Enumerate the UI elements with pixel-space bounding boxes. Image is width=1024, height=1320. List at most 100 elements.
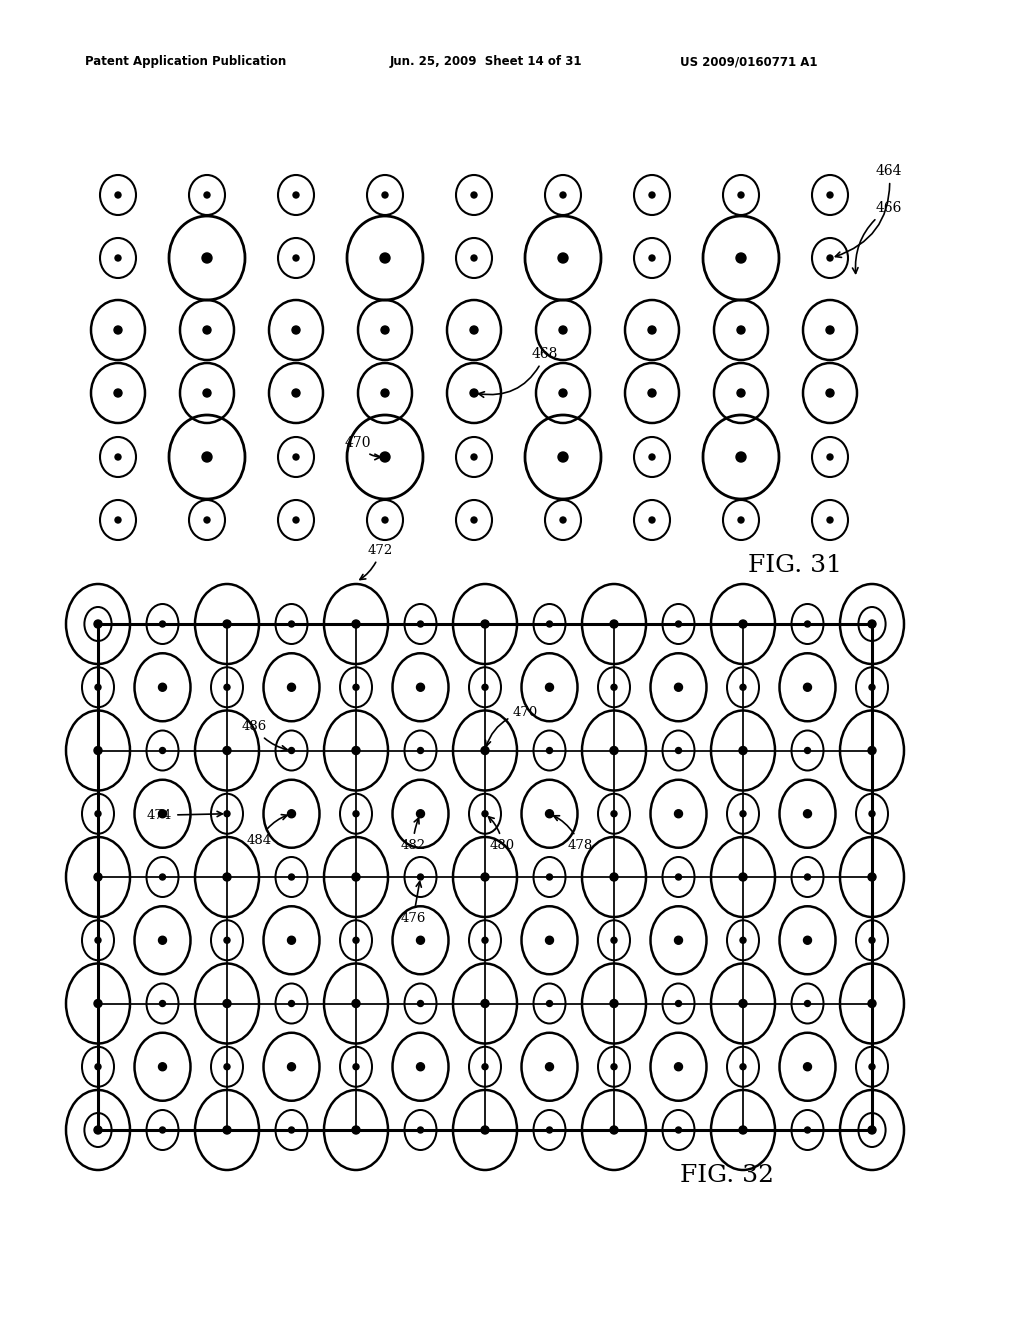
Circle shape (547, 1127, 553, 1133)
Text: 484: 484 (247, 814, 287, 846)
Circle shape (418, 1127, 424, 1133)
Circle shape (160, 874, 166, 880)
Text: 482: 482 (400, 818, 426, 851)
Circle shape (95, 684, 101, 690)
Circle shape (202, 451, 212, 462)
Circle shape (868, 1126, 876, 1134)
Circle shape (352, 620, 360, 628)
Circle shape (739, 999, 746, 1007)
Circle shape (418, 874, 424, 880)
Circle shape (869, 810, 874, 817)
Circle shape (804, 809, 811, 818)
Circle shape (471, 255, 477, 261)
Circle shape (418, 747, 424, 754)
Circle shape (115, 517, 121, 523)
Circle shape (676, 1001, 682, 1006)
Circle shape (223, 620, 231, 628)
Circle shape (804, 684, 811, 692)
Circle shape (418, 1001, 424, 1006)
Circle shape (224, 810, 230, 817)
Circle shape (481, 620, 489, 628)
Circle shape (739, 620, 746, 628)
Circle shape (288, 1063, 296, 1071)
Text: 468: 468 (478, 347, 558, 397)
Text: 470: 470 (345, 436, 380, 459)
Circle shape (470, 389, 478, 397)
Text: 472: 472 (360, 544, 393, 579)
Circle shape (224, 937, 230, 944)
Circle shape (737, 389, 745, 397)
Circle shape (547, 747, 553, 754)
Circle shape (95, 1064, 101, 1069)
Circle shape (827, 255, 833, 261)
Circle shape (649, 191, 655, 198)
Circle shape (547, 874, 553, 880)
Circle shape (293, 517, 299, 523)
Circle shape (738, 517, 744, 523)
Text: 464: 464 (836, 164, 902, 257)
Circle shape (804, 1063, 811, 1071)
Circle shape (869, 1064, 874, 1069)
Circle shape (739, 873, 746, 880)
Circle shape (115, 191, 121, 198)
Circle shape (649, 255, 655, 261)
Circle shape (381, 389, 389, 397)
Circle shape (288, 936, 296, 944)
Circle shape (352, 999, 360, 1007)
Circle shape (827, 517, 833, 523)
Circle shape (740, 1064, 746, 1069)
Circle shape (482, 810, 488, 817)
Circle shape (159, 936, 167, 944)
Circle shape (223, 873, 231, 880)
Text: Jun. 25, 2009  Sheet 14 of 31: Jun. 25, 2009 Sheet 14 of 31 (390, 55, 583, 69)
Circle shape (805, 874, 811, 880)
Circle shape (417, 936, 425, 944)
Circle shape (115, 255, 121, 261)
Circle shape (353, 1064, 359, 1069)
Circle shape (293, 454, 299, 459)
Circle shape (546, 936, 554, 944)
Circle shape (114, 389, 122, 397)
Circle shape (611, 1064, 617, 1069)
Circle shape (676, 1127, 682, 1133)
Circle shape (292, 389, 300, 397)
Circle shape (559, 326, 567, 334)
Circle shape (547, 1001, 553, 1006)
Circle shape (289, 620, 295, 627)
Circle shape (417, 684, 425, 692)
Circle shape (610, 1126, 618, 1134)
Circle shape (482, 937, 488, 944)
Circle shape (547, 620, 553, 627)
Text: US 2009/0160771 A1: US 2009/0160771 A1 (680, 55, 817, 69)
Circle shape (869, 684, 874, 690)
Circle shape (382, 517, 388, 523)
Circle shape (353, 684, 359, 690)
Circle shape (740, 937, 746, 944)
Circle shape (676, 747, 682, 754)
Circle shape (94, 1126, 102, 1134)
Circle shape (805, 1001, 811, 1006)
Circle shape (736, 451, 746, 462)
Circle shape (471, 454, 477, 459)
Circle shape (739, 747, 746, 755)
Circle shape (868, 873, 876, 880)
Circle shape (558, 451, 568, 462)
Circle shape (224, 684, 230, 690)
Circle shape (611, 684, 617, 690)
Circle shape (160, 747, 166, 754)
Text: 466: 466 (852, 201, 902, 273)
Circle shape (676, 874, 682, 880)
Circle shape (94, 873, 102, 880)
Circle shape (610, 873, 618, 880)
Circle shape (648, 326, 656, 334)
Circle shape (610, 620, 618, 628)
Text: 480: 480 (488, 817, 515, 851)
Circle shape (114, 326, 122, 334)
Circle shape (740, 684, 746, 690)
Circle shape (203, 326, 211, 334)
Circle shape (675, 936, 683, 944)
Circle shape (204, 191, 210, 198)
Circle shape (293, 191, 299, 198)
Circle shape (381, 326, 389, 334)
Circle shape (546, 1063, 554, 1071)
